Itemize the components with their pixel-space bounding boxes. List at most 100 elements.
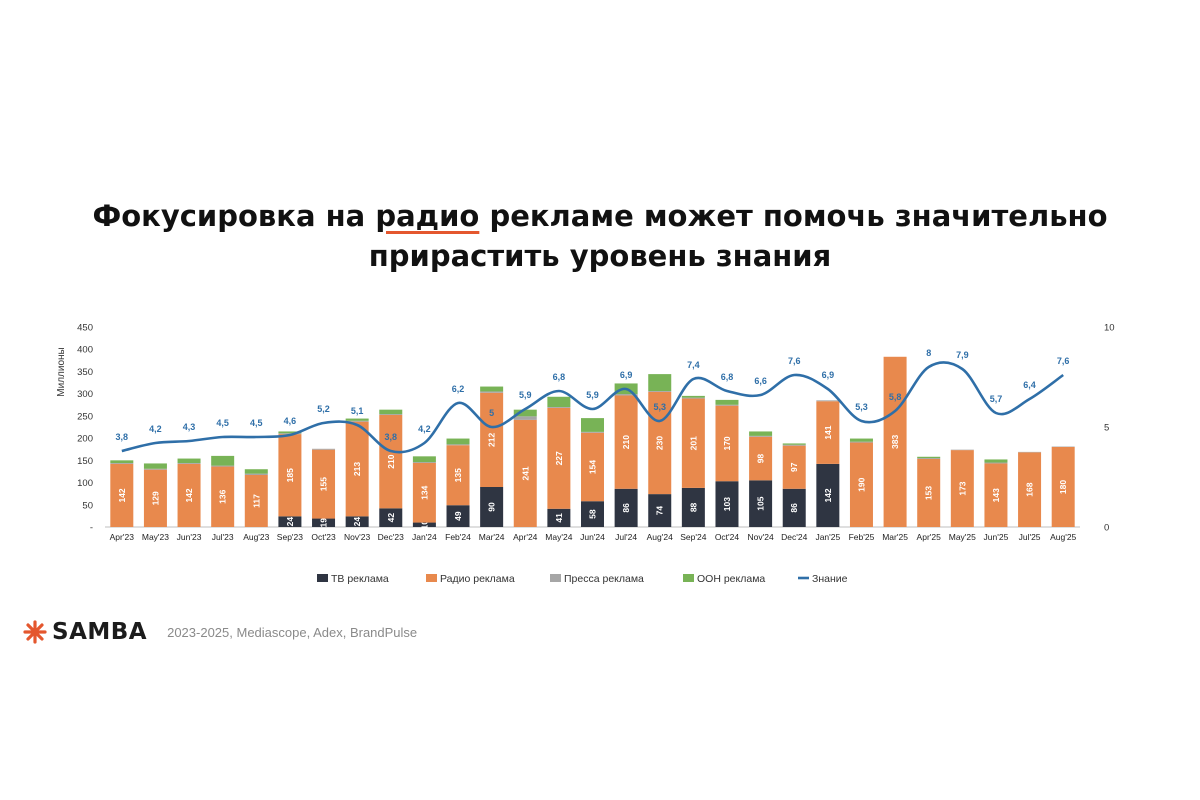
y2-tick-label: 0 xyxy=(1104,523,1109,534)
awareness-data-label: 4,5 xyxy=(250,418,263,428)
y-tick-label: 450 xyxy=(77,323,93,334)
radio-data-label: 135 xyxy=(453,468,463,482)
y-axis-label: Миллионы xyxy=(56,347,67,396)
awareness-data-label: 7,6 xyxy=(1057,356,1070,366)
legend-label: OOH реклама xyxy=(697,573,765,585)
awareness-data-label: 5,3 xyxy=(653,402,666,412)
radio-bar xyxy=(849,442,873,527)
radio-bar xyxy=(278,434,302,517)
awareness-data-label: 7,6 xyxy=(788,356,801,366)
ooh-bar xyxy=(648,374,672,391)
combo-chart: - 50 100 150 200 250 300 350 400 450 0 5 10 Миллионы 1… xyxy=(56,323,1115,586)
ooh-bar xyxy=(480,386,504,392)
x-tick-label: Oct'24 xyxy=(715,532,740,542)
x-tick-label: Mar'24 xyxy=(479,532,505,542)
title-line-1: Фокусировка на радио рекламе может помоч… xyxy=(0,196,1200,236)
radio-bar xyxy=(917,459,941,527)
radio-data-label: 383 xyxy=(890,435,900,449)
radio-data-label: 153 xyxy=(924,486,934,500)
tv-data-label: 41 xyxy=(554,513,564,523)
press-bar xyxy=(345,420,369,422)
radio-bar xyxy=(211,466,235,527)
radio-data-label: 201 xyxy=(688,436,698,450)
legend-label: Знание xyxy=(812,573,848,585)
x-tick-label: Nov'24 xyxy=(748,532,774,542)
tv-data-label: 74 xyxy=(655,506,665,516)
press-bar xyxy=(446,444,470,446)
press-bar xyxy=(244,473,268,475)
ooh-bar xyxy=(749,431,773,436)
awareness-line xyxy=(121,361,1064,454)
radio-data-label: 185 xyxy=(285,468,295,482)
awareness-data-label: 3,8 xyxy=(116,432,129,442)
press-bar xyxy=(177,463,201,464)
press-bar xyxy=(480,391,504,393)
radio-data-label: 241 xyxy=(520,466,530,480)
x-tick-label: Feb'24 xyxy=(445,532,471,542)
awareness-data-label: 6,8 xyxy=(553,372,566,382)
radio-data-label: 170 xyxy=(722,436,732,450)
tv-bar xyxy=(614,488,638,527)
tv-bar xyxy=(648,494,672,527)
tv-data-label: 142 xyxy=(823,488,833,502)
x-tick-label: May'24 xyxy=(545,532,572,542)
radio-bar xyxy=(1018,452,1042,527)
x-tick-label: May'25 xyxy=(949,532,976,542)
x-tick-label: Jan'24 xyxy=(412,532,437,542)
press-bar xyxy=(412,462,436,463)
awareness-data-label: 6,6 xyxy=(754,376,767,386)
awareness-data-label: 6,2 xyxy=(452,384,465,394)
x-tick-label: Jul'23 xyxy=(212,532,234,542)
legend-swatch xyxy=(317,574,328,582)
x-tick-label: Jun'24 xyxy=(580,532,605,542)
radio-bar xyxy=(480,392,504,487)
press-bar xyxy=(581,431,604,433)
tv-bar xyxy=(379,508,403,527)
awareness-data-label: 6,4 xyxy=(1023,380,1036,390)
legend-swatch xyxy=(426,574,437,582)
title-line-2: прирастить уровень знания xyxy=(368,239,832,273)
radio-bar xyxy=(513,419,537,527)
x-tick-label: Feb'25 xyxy=(849,532,875,542)
source-note: 2023-2025, Mediascope, Adex, BrandPulse xyxy=(167,624,418,640)
x-tick-label: Aug'23 xyxy=(243,532,269,542)
radio-bar xyxy=(749,436,773,481)
title-text-2: рекламе может помочь значительно xyxy=(479,199,1108,233)
awareness-data-label: 4,2 xyxy=(418,424,431,434)
tv-bar xyxy=(446,505,470,527)
radio-data-label: 154 xyxy=(588,460,598,474)
tv-bar xyxy=(412,522,436,527)
radio-data-label: 212 xyxy=(487,433,497,447)
y-tick-label: 200 xyxy=(77,434,93,445)
tv-data-label: 105 xyxy=(756,496,766,510)
radio-data-label: 210 xyxy=(621,435,631,449)
tv-data-label: 88 xyxy=(688,502,698,512)
awareness-data-label: 5,9 xyxy=(519,390,532,400)
press-bar xyxy=(816,400,840,402)
press-bar xyxy=(278,433,302,435)
awareness-data-label: 6,9 xyxy=(822,370,835,380)
radio-data-label: 129 xyxy=(150,491,160,505)
radio-data-label: 98 xyxy=(756,454,766,464)
ooh-bar xyxy=(681,395,705,398)
press-bar xyxy=(648,391,672,392)
press-bar xyxy=(211,465,235,467)
ooh-bar xyxy=(984,459,1008,463)
radio-data-label: 180 xyxy=(1058,480,1068,494)
tv-data-label: 58 xyxy=(588,509,598,519)
ooh-bar xyxy=(849,438,873,442)
radio-data-label: 117 xyxy=(251,494,261,508)
ooh-bar xyxy=(782,443,806,445)
tv-bar xyxy=(480,487,504,527)
x-tick-label: Dec'23 xyxy=(378,532,404,542)
x-tick-label: Nov'23 xyxy=(344,532,370,542)
radio-bar xyxy=(883,356,907,527)
awareness-data-label: 4,6 xyxy=(284,416,297,426)
legend-label: ТВ реклама xyxy=(331,573,389,585)
ooh-bar xyxy=(513,409,537,417)
y-tick-label: 150 xyxy=(77,456,93,467)
radio-bar xyxy=(446,445,470,506)
ooh-bar xyxy=(244,469,268,474)
x-tick-label: Aug'25 xyxy=(1050,532,1076,542)
ooh-bar xyxy=(581,418,604,432)
